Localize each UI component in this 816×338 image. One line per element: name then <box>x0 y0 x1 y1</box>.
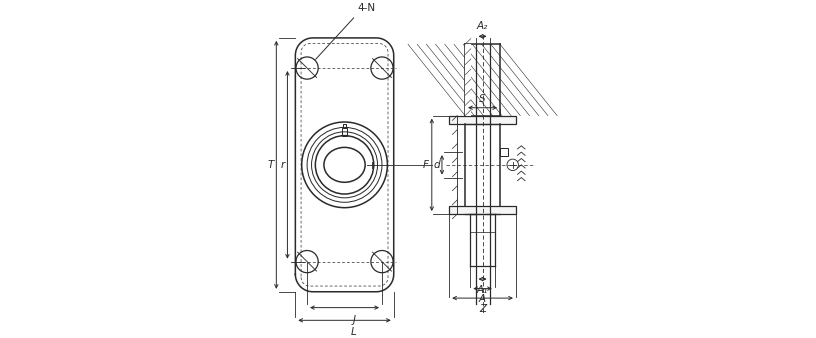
Text: T: T <box>268 160 274 170</box>
Bar <box>450 116 516 124</box>
Text: 4-N: 4-N <box>357 2 375 13</box>
Text: L: L <box>351 327 357 337</box>
Bar <box>465 44 471 116</box>
Bar <box>500 148 508 156</box>
Text: A: A <box>479 294 486 304</box>
Text: S: S <box>479 94 486 104</box>
Text: F: F <box>423 160 429 170</box>
Text: Z: Z <box>479 304 486 314</box>
Text: J: J <box>353 315 356 324</box>
Bar <box>343 124 347 128</box>
Text: A₁: A₁ <box>477 285 488 295</box>
Text: A₂: A₂ <box>477 21 488 31</box>
Bar <box>450 206 516 214</box>
Bar <box>342 128 348 136</box>
Text: r: r <box>281 160 285 170</box>
Text: d: d <box>434 160 441 170</box>
